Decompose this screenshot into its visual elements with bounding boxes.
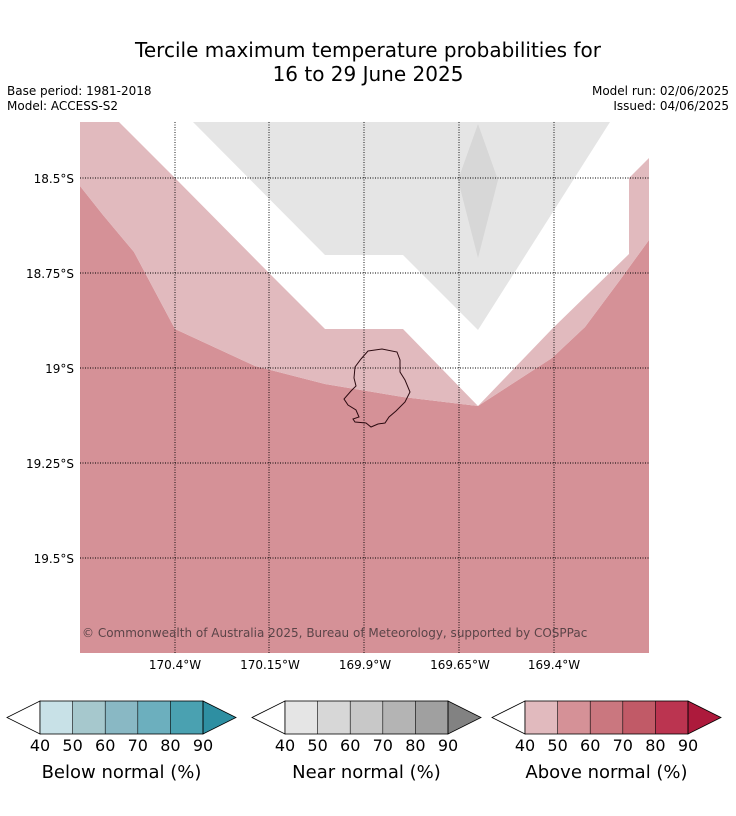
above-normal-swatch-60 [590,701,623,734]
above-normal-tick-90: 90 [678,736,698,755]
issued-text: Issued: 04/06/2025 [613,99,729,113]
lat-label-18-5: 18.5°S [34,172,74,186]
model-text: Model: ACCESS-S2 [7,99,119,113]
lon-label-170-4: 170.4°W [149,658,201,672]
near-normal-low-extend [251,700,286,735]
below-normal-tick-70: 70 [128,736,148,755]
above-normal-swatch-50 [557,701,591,734]
below-normal-label: Below normal (%) [42,762,202,783]
above-normal-swatch-80 [655,701,688,734]
graticule [80,122,649,653]
near-normal-tick-90: 90 [438,736,458,755]
below-normal-swatch-60 [105,701,138,734]
island-coastline [343,348,411,428]
map-title: Tercile maximum temperature probabilitie… [0,38,736,86]
near-normal-tick-60: 60 [340,736,360,755]
near-normal-tick-50: 50 [307,736,327,755]
lat-label-19-25: 19.25°S [26,457,74,471]
above-normal-40-50-area [80,122,478,406]
near-normal-swatch-60 [350,701,383,734]
above-normal-low-extend [491,700,526,735]
above-normal-swatch-40 [525,701,558,734]
metadata-right: Model run: 02/06/2025 Issued: 04/06/2025 [592,84,729,114]
lon-label-170-15: 170.15°W [240,658,300,672]
near-normal-swatch-50 [317,701,351,734]
near-normal-50-60-area [458,124,498,258]
above-normal-tick-80: 80 [645,736,665,755]
above-normal-tick-40: 40 [515,736,535,755]
above-normal-50-60-area [80,186,649,653]
lat-label-19-5: 19.5°S [34,552,74,566]
near-normal-40-50-area [193,122,610,330]
model-run-text: Model run: 02/06/2025 [591,84,729,98]
below-normal-swatch-70 [137,701,171,734]
near-normal-high-extend [447,700,482,735]
below-normal-swatch-50 [72,701,106,734]
above-normal-tick-70: 70 [613,736,633,755]
below-normal-tick-40: 40 [30,736,50,755]
below-normal-swatch-40 [40,701,73,734]
below-normal-low-extend [6,700,41,735]
below-normal-tick-80: 80 [160,736,180,755]
lon-label-169-65: 169.65°W [430,658,490,672]
title-line-2: 16 to 29 June 2025 [272,62,464,86]
below-normal-tick-60: 60 [95,736,115,755]
base-period-text: Base period: 1981-2018 [7,84,152,98]
near-normal-swatch-40 [285,701,318,734]
lon-label-169-9: 169.9°W [339,658,391,672]
above-normal-label: Above normal (%) [525,762,687,783]
lat-label-19: 19°S [45,362,74,376]
colorbar-above-normal: 40 50 60 70 80 90 Above normal (%) [491,700,722,783]
title-line-1: Tercile maximum temperature probabilitie… [135,38,601,62]
below-normal-tick-90: 90 [193,736,213,755]
above-normal-40-50-area-east [478,158,649,406]
above-normal-swatch-70 [622,701,656,734]
above-normal-high-extend [687,700,722,735]
above-normal-tick-50: 50 [547,736,567,755]
near-normal-tick-40: 40 [275,736,295,755]
map-panel: © Commonwealth of Australia 2025, Bureau… [80,122,649,653]
above-normal-tick-60: 60 [580,736,600,755]
near-normal-tick-70: 70 [373,736,393,755]
near-normal-label: Near normal (%) [292,762,441,783]
metadata-left: Base period: 1981-2018 Model: ACCESS-S2 [7,84,152,114]
near-normal-swatch-70 [382,701,416,734]
near-normal-swatch-80 [415,701,448,734]
near-normal-tick-80: 80 [405,736,425,755]
below-normal-swatch-80 [170,701,203,734]
copyright-text: © Commonwealth of Australia 2025, Bureau… [82,626,587,640]
colorbar-below-normal: 40 50 60 70 80 90 Below normal (%) [6,700,237,783]
lat-label-18-75: 18.75°S [26,267,74,281]
below-normal-tick-50: 50 [62,736,82,755]
below-normal-high-extend [202,700,237,735]
colorbar-near-normal: 40 50 60 70 80 90 Near normal (%) [251,700,482,783]
lon-label-169-4: 169.4°W [528,658,580,672]
